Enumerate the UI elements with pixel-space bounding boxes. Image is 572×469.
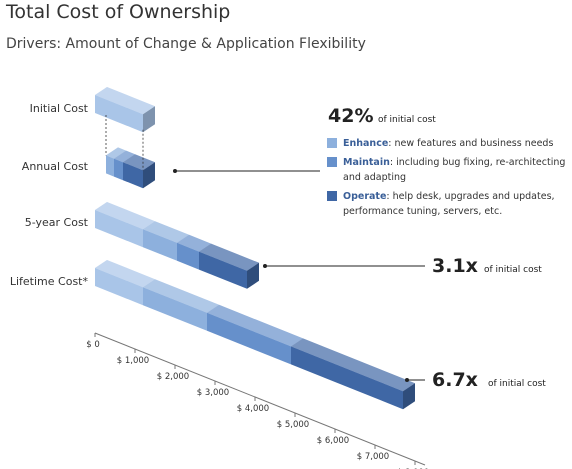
annotation-text: of initial cost	[484, 265, 542, 275]
bar-end	[403, 383, 415, 410]
face-shade	[123, 154, 155, 171]
legend-label: Operate	[343, 191, 387, 202]
bar-top	[207, 304, 303, 347]
bar-end	[143, 106, 155, 133]
bar-top	[106, 147, 126, 159]
face-shade	[106, 147, 126, 159]
bar-segment	[114, 158, 123, 181]
face-shade	[199, 243, 259, 271]
annotation-value: 6.7x	[432, 369, 478, 391]
bar-top	[291, 338, 415, 392]
legend-swatch	[327, 191, 337, 201]
category-label: Annual Cost	[22, 160, 89, 173]
x-tick-label: $ 7,000	[357, 452, 389, 462]
face-shade	[114, 150, 135, 163]
face-shade	[207, 304, 303, 347]
bar-top	[95, 87, 155, 115]
face-shade	[95, 202, 155, 230]
x-tick-label: $ 3,000	[197, 388, 229, 398]
category-label: 5-year Cost	[25, 216, 89, 229]
bar-segment	[199, 251, 247, 289]
bar-end	[143, 162, 155, 189]
bar-segment	[291, 346, 403, 410]
x-axis	[94, 332, 426, 466]
x-tick-label: $ 6,000	[317, 436, 349, 446]
category-label: Lifetime Cost*	[10, 275, 89, 288]
legend-item: Maintain: including bug fixing, re-archi…	[327, 155, 572, 185]
annotation-value: 3.1x	[432, 255, 478, 277]
bar-top	[143, 279, 219, 313]
category-label: Initial Cost	[30, 102, 89, 115]
face-shade	[177, 234, 211, 252]
bar-segment	[177, 242, 199, 270]
face-shade	[143, 279, 219, 313]
bar-top	[95, 202, 155, 230]
bar-segment	[143, 287, 207, 331]
annotation-text: of initial cost	[488, 379, 546, 389]
bar-segment	[143, 229, 177, 261]
annotation-value: 42%	[328, 105, 373, 127]
bar-segment	[95, 95, 143, 133]
face-shade	[403, 383, 415, 410]
bar-top	[95, 260, 155, 288]
bar-top	[143, 221, 189, 243]
bar-top	[114, 150, 135, 163]
bar-segment	[207, 312, 291, 365]
face-shade	[95, 87, 155, 115]
face-shade	[247, 262, 259, 289]
legend-description: : new features and business needs	[388, 138, 554, 149]
bar-segment	[95, 210, 143, 248]
bar-top	[123, 154, 155, 171]
legend-description: : help desk, upgrades and updates, perfo…	[343, 191, 555, 217]
face-shade	[95, 260, 155, 288]
legend-description: : including bug fixing, re-architecting …	[343, 157, 566, 183]
legend-swatch	[327, 138, 337, 148]
annotation-text: of initial cost	[378, 115, 436, 125]
legend-item: Enhance: new features and business needs	[327, 136, 572, 151]
bar-segment	[95, 268, 143, 306]
face-shade	[291, 338, 415, 392]
legend: Enhance: new features and business needs…	[327, 136, 572, 223]
bar-end	[247, 262, 259, 289]
x-tick-label: $ 4,000	[237, 404, 269, 414]
chart-title: Total Cost of Ownership	[5, 1, 230, 23]
x-tick-label: $ 1,000	[117, 356, 149, 366]
face-shade	[143, 162, 155, 189]
legend-label: Enhance	[343, 138, 389, 149]
legend-label: Maintain	[343, 157, 390, 168]
legend-swatch	[327, 157, 337, 167]
bar-segment	[106, 155, 114, 177]
x-tick-label: $ 5,000	[277, 420, 309, 430]
face-shade	[143, 221, 189, 243]
x-tick-label: $ 2,000	[157, 372, 189, 382]
bar-segment	[123, 162, 143, 189]
face-shade	[143, 106, 155, 133]
bar-top	[199, 243, 259, 271]
x-tick-label: $ 0	[86, 340, 100, 350]
bar-top	[177, 234, 211, 252]
legend-item: Operate: help desk, upgrades and updates…	[327, 189, 572, 219]
chart-subtitle: Drivers: Amount of Change & Application …	[6, 36, 366, 52]
